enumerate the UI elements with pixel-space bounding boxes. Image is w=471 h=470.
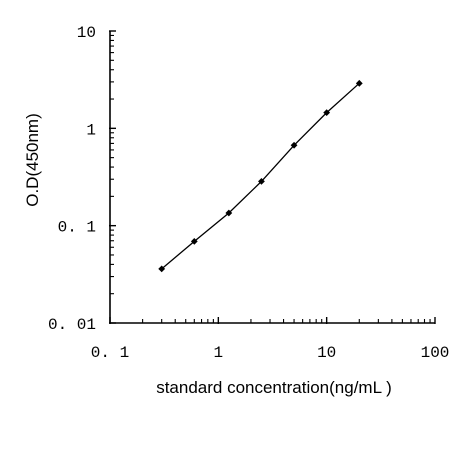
data-point xyxy=(158,265,166,273)
x-tick-label: 100 xyxy=(421,344,450,362)
y-tick-label: 1 xyxy=(86,121,96,139)
data-point xyxy=(190,237,198,245)
y-tick-label: 0. 1 xyxy=(58,219,96,237)
data-series xyxy=(158,79,363,273)
axis-ticks xyxy=(109,30,436,324)
data-point xyxy=(355,79,363,87)
axes xyxy=(109,31,435,324)
data-point xyxy=(258,177,265,185)
data-point xyxy=(323,109,331,117)
y-axis-title: O.D(450nm) xyxy=(23,113,42,207)
data-point xyxy=(225,209,233,217)
x-tick-label: 10 xyxy=(317,344,336,362)
x-tick-label: 0. 1 xyxy=(91,344,129,362)
x-tick-label: 1 xyxy=(214,344,224,362)
tick-labels: 0. 1 1 10 100 0. 01 0. 1 1 10 xyxy=(48,24,449,362)
y-tick-label: 10 xyxy=(77,24,96,42)
data-point xyxy=(290,141,298,149)
y-tick-label: 0. 01 xyxy=(48,316,96,334)
x-axis-title: standard concentration(ng/mL ) xyxy=(156,378,392,397)
